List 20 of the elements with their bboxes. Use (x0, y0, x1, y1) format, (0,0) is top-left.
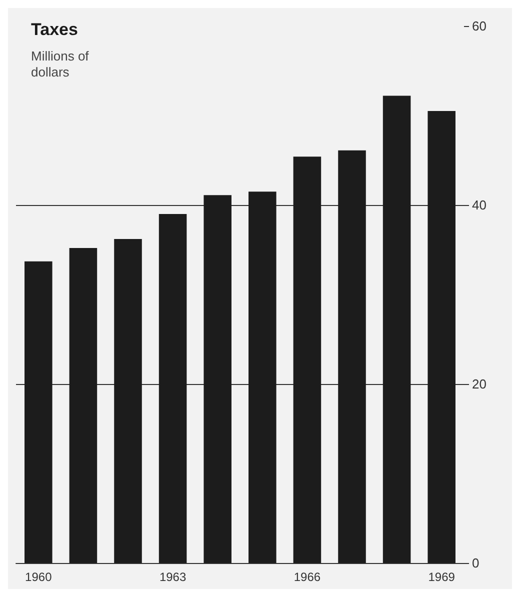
bar (158, 214, 187, 563)
x-tick-label: 1960 (25, 570, 52, 584)
x-tick-label: 1966 (294, 570, 321, 584)
bar (338, 150, 366, 563)
bar (382, 96, 411, 563)
chart-title: Taxes (31, 20, 78, 39)
bar (248, 192, 276, 563)
bar (428, 111, 456, 563)
x-tick-label: 1963 (159, 570, 186, 584)
bar (204, 195, 232, 563)
bar (293, 156, 322, 563)
text: Millions of dollars (31, 48, 92, 80)
bar (69, 248, 98, 563)
y-tick-label: 40 (472, 198, 486, 212)
x-tick-label: 1969 (428, 570, 456, 584)
y-tick-label: 60 (472, 18, 486, 34)
bar (114, 239, 142, 563)
y-tick-label: 0 (472, 556, 480, 570)
y-tick-label: 20 (472, 376, 486, 392)
bar (24, 261, 52, 563)
